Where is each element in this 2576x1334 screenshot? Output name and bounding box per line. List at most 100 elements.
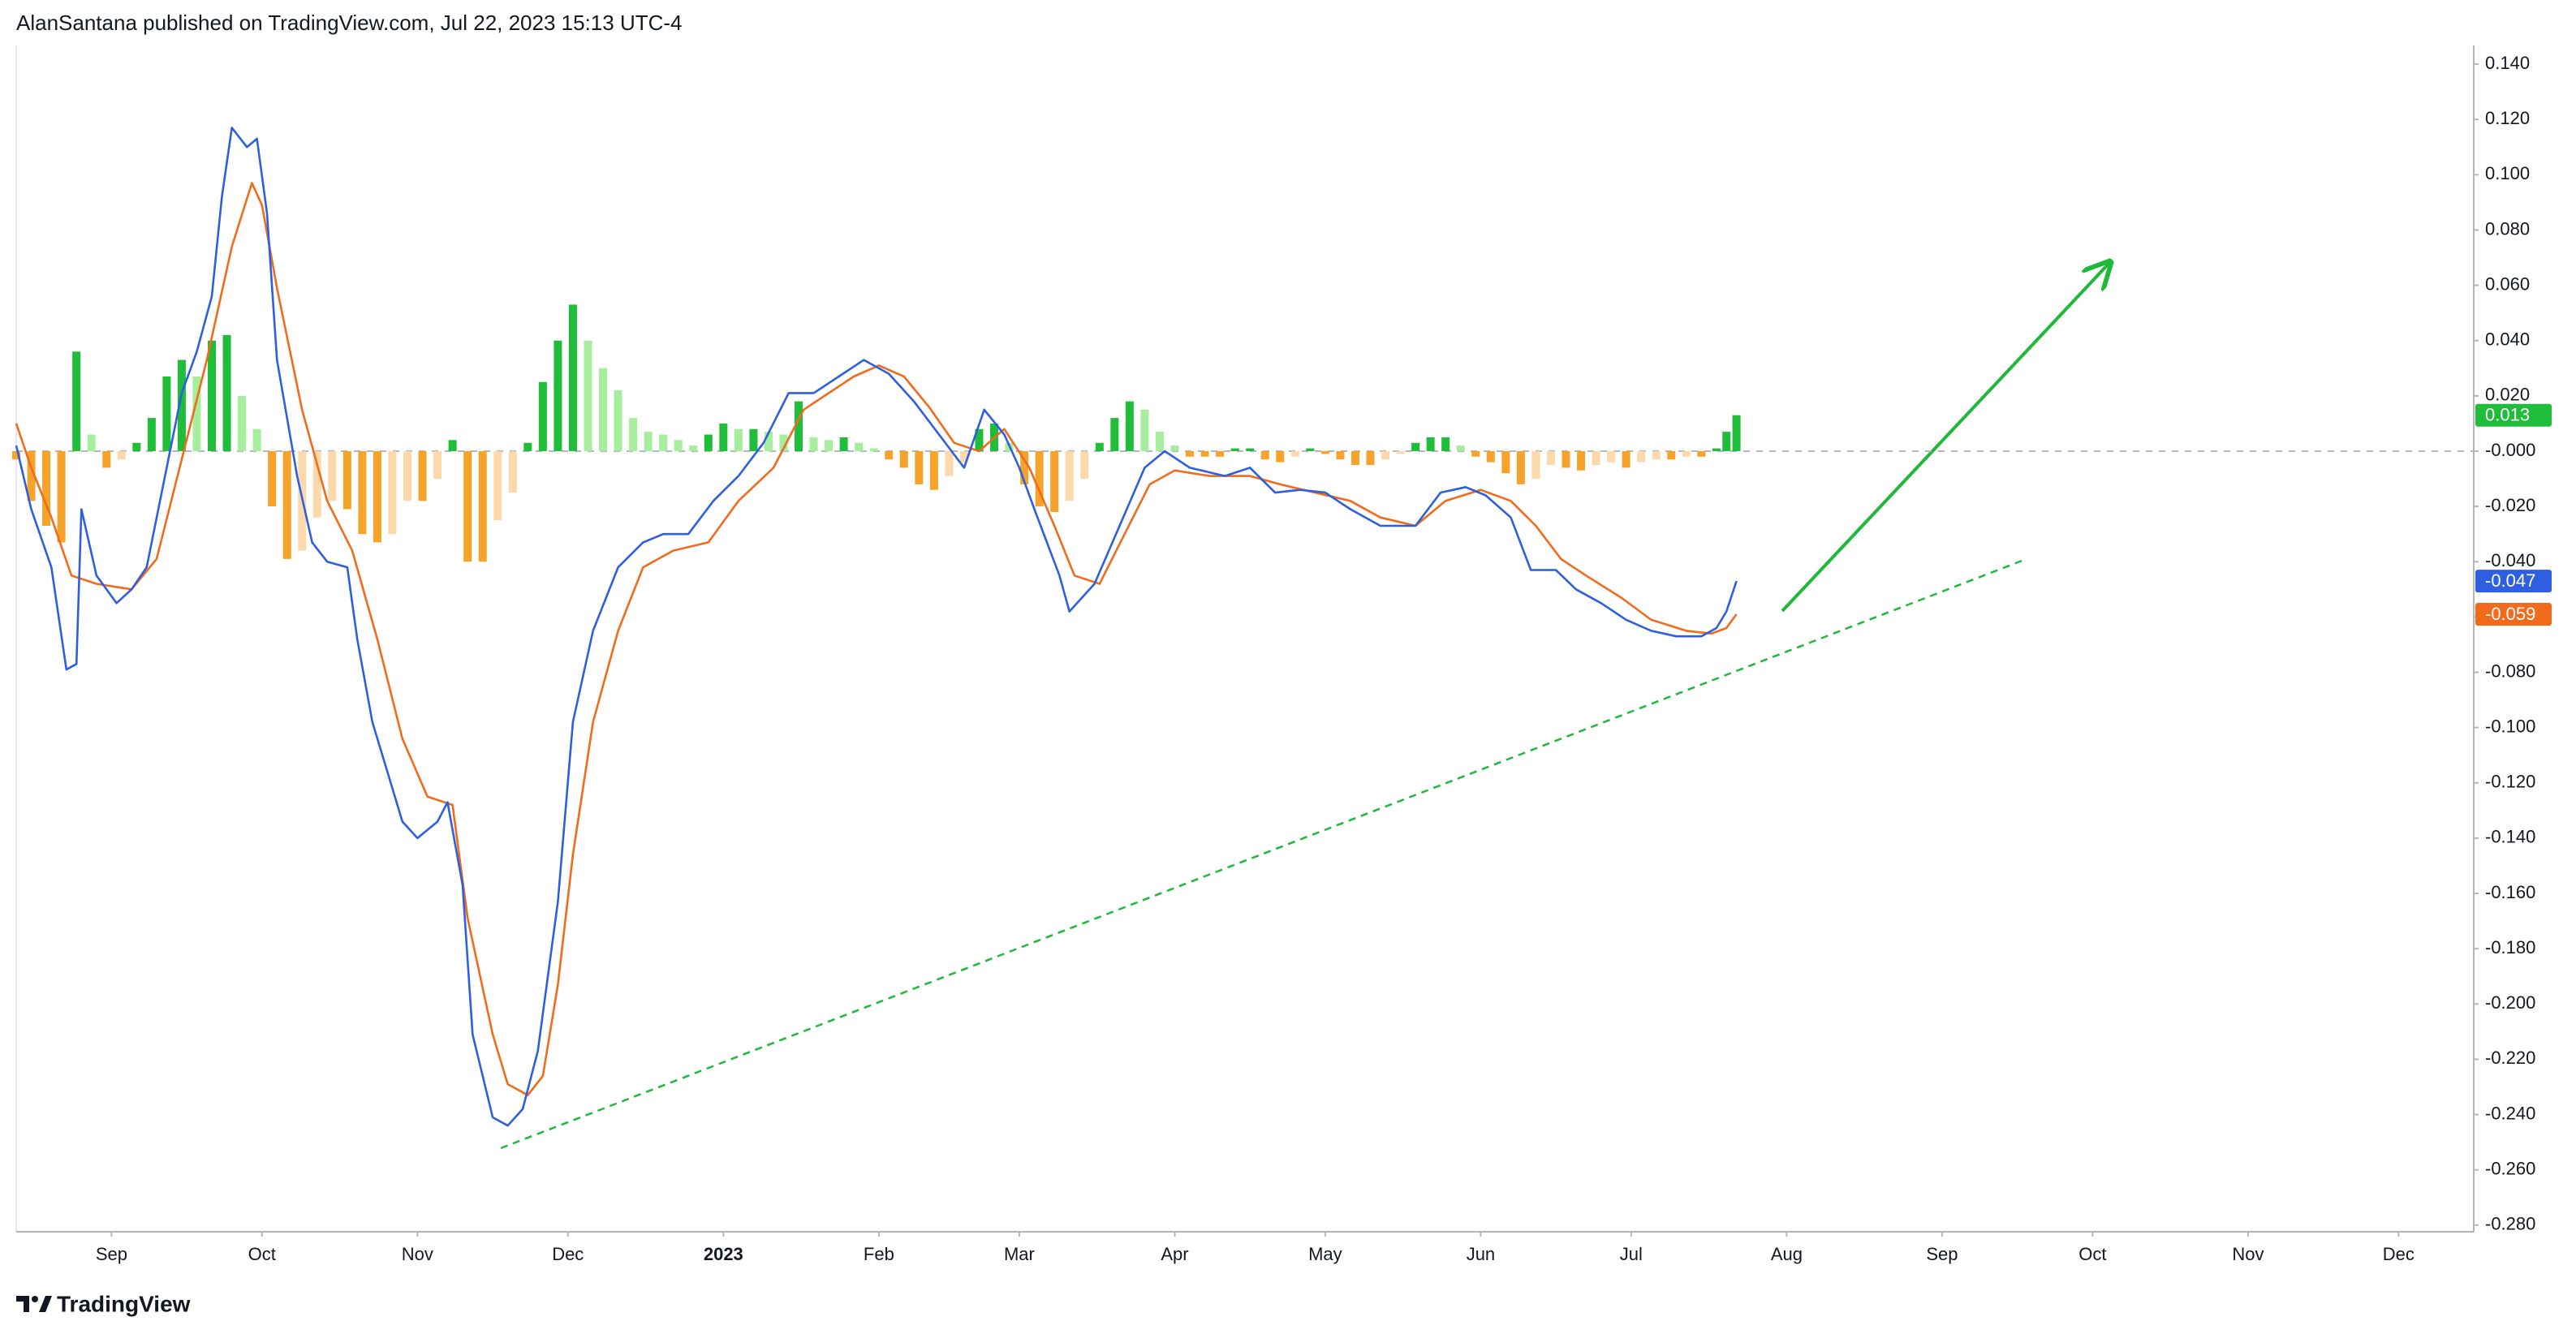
histogram-bar [147,418,156,451]
histogram-bar [809,437,818,451]
x-tick-label: 2023 [704,1244,743,1264]
histogram-bar [177,359,186,451]
histogram-bar [1050,450,1059,512]
histogram-bar [162,377,171,451]
histogram-bar [869,448,878,451]
histogram-bar [27,450,36,501]
histogram-bar [1170,445,1179,451]
histogram-bar [463,450,472,562]
histogram-bar [629,418,638,451]
histogram-bar [1411,442,1420,451]
x-tick-label: Oct [248,1244,276,1264]
histogram-bar [238,395,247,451]
y-tick-label: -0.120 [2485,772,2535,792]
x-tick-label: Dec [2383,1244,2414,1264]
y-tick-label: 0.020 [2485,385,2530,405]
histogram-bar [1065,450,1074,501]
x-tick-label: Mar [1004,1244,1035,1264]
logo [16,1296,52,1312]
y-tick-label: -0.160 [2485,882,2535,902]
histogram-bar [312,450,321,518]
histogram-bar [328,450,337,501]
histogram-bar [42,450,51,526]
histogram-bar [1020,450,1029,484]
histogram-bar [764,432,773,451]
histogram-bar [1035,450,1044,507]
histogram-bar [839,437,848,451]
price-label: -0.059 [2485,604,2535,624]
histogram-bar [403,450,412,501]
histogram-bar [102,450,111,468]
histogram-bar [1381,450,1390,460]
x-tick-label: Jul [1620,1244,1643,1264]
histogram-bar [554,340,562,451]
histogram-bar [418,450,427,501]
histogram-bar [975,428,984,451]
histogram-bar [1336,450,1345,460]
histogram-bar [1712,448,1721,451]
histogram-bar [72,351,81,451]
histogram-bar [268,450,277,507]
histogram-bar [1125,401,1134,451]
histogram-bar [899,450,908,468]
histogram-bar [1722,432,1731,451]
histogram [12,304,1741,562]
histogram-bar [885,450,894,460]
histogram-bar [929,450,938,490]
histogram-bar [674,440,683,451]
histogram-bar [1607,450,1616,463]
x-tick-label: Sep [1926,1244,1958,1264]
x-tick-label: Sep [96,1244,127,1264]
histogram-bar [1396,450,1405,454]
histogram-bar [1320,450,1329,454]
histogram-bar [1216,450,1225,457]
histogram-bar [795,401,803,451]
histogram-bar [448,440,457,451]
histogram-bar [192,377,201,451]
y-tick-label: -0.040 [2485,550,2535,570]
histogram-bar [1110,418,1119,451]
x-tick-label: May [1308,1244,1342,1264]
histogram-bar [493,450,502,521]
y-tick-label: -0.240 [2485,1103,2535,1123]
histogram-bar [1080,450,1089,480]
histogram-bar [1276,450,1285,463]
histogram-bar [1622,450,1630,468]
arrow [1781,262,2110,613]
histogram-bar [478,450,487,562]
histogram-bar [945,450,954,476]
histogram-bar [342,450,351,510]
y-tick-label: -0.000 [2485,440,2535,460]
histogram-bar [584,340,592,451]
y-tick-label: -0.260 [2485,1159,2535,1179]
x-tick-label: Jun [1467,1244,1495,1264]
histogram-bar [1652,450,1661,460]
price-label: 0.013 [2485,405,2530,425]
histogram-bar [599,368,608,451]
histogram-bar [734,428,743,451]
y-tick-label: -0.020 [2485,495,2535,515]
histogram-bar [659,434,668,451]
histogram-bar [87,434,96,451]
histogram-bar [1186,450,1195,457]
histogram-bar [915,450,924,484]
histogram-bar [1350,450,1359,466]
histogram-bar [117,450,126,460]
histogram-bar [388,450,397,535]
y-tick-label: 0.140 [2485,53,2530,73]
histogram-bar [1471,450,1480,457]
price-label: -0.047 [2485,570,2535,591]
y-tick-label: -0.180 [2485,937,2535,957]
histogram-bar [508,450,517,493]
header: AlanSantana published on TradingView.com… [16,11,683,35]
y-tick-label: -0.200 [2485,992,2535,1013]
histogram-bar [1667,450,1676,460]
trend-line [500,558,2025,1150]
y-tick-label: 0.100 [2485,163,2530,183]
histogram-bar [1516,450,1525,484]
y-tick-label: -0.220 [2485,1048,2535,1068]
histogram-bar [1290,450,1299,457]
histogram-bar [1095,442,1104,451]
histogram-bar [1531,450,1540,480]
